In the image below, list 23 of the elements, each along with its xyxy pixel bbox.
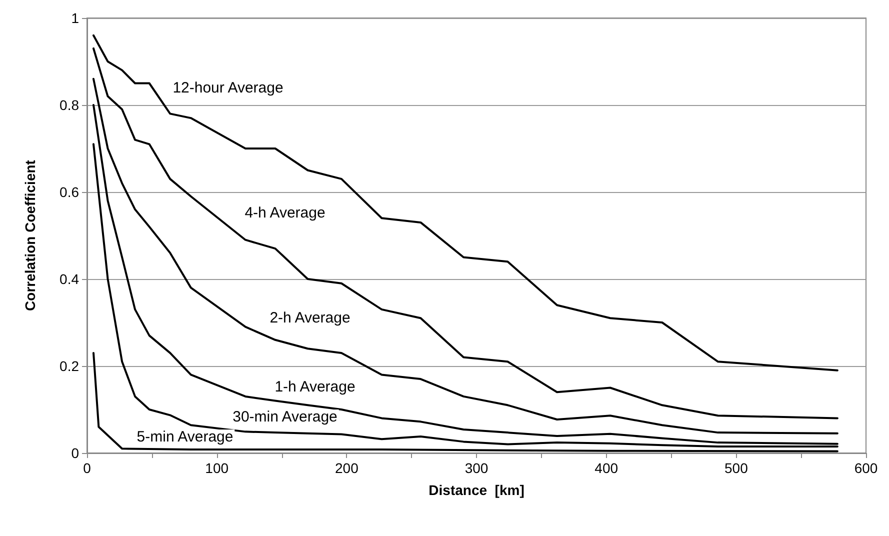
y-tick-label: 0 bbox=[71, 445, 80, 461]
x-axis-title: Distance [km] bbox=[428, 482, 524, 498]
y-tick-label: 0.4 bbox=[60, 271, 80, 287]
x-tick-label: 300 bbox=[464, 460, 488, 476]
series-label: 30-min Average bbox=[232, 408, 338, 426]
series-label: 4-h Average bbox=[244, 204, 326, 222]
series-label: 5-min Average bbox=[136, 428, 234, 446]
series-label: 1-h Average bbox=[274, 378, 356, 396]
series-label: 12-hour Average bbox=[172, 80, 284, 96]
y-tick-label: 1 bbox=[71, 10, 80, 26]
line-series bbox=[92, 34, 838, 372]
y-tick-label: 0.2 bbox=[60, 358, 80, 374]
x-tick-label: 200 bbox=[334, 460, 359, 476]
x-tick-label: 400 bbox=[594, 460, 618, 476]
x-tick-label: 100 bbox=[205, 460, 229, 476]
x-tick-label: 0 bbox=[83, 460, 92, 476]
x-tick-label: 500 bbox=[724, 460, 748, 476]
y-tick-label: 0.6 bbox=[60, 184, 80, 200]
x-tick-label: 600 bbox=[854, 460, 878, 476]
y-axis-title: Correlation Coefficient bbox=[22, 160, 38, 311]
series-label: 2-h Average bbox=[270, 310, 350, 326]
line-series bbox=[92, 352, 838, 452]
y-tick-label: 0.8 bbox=[60, 97, 80, 113]
